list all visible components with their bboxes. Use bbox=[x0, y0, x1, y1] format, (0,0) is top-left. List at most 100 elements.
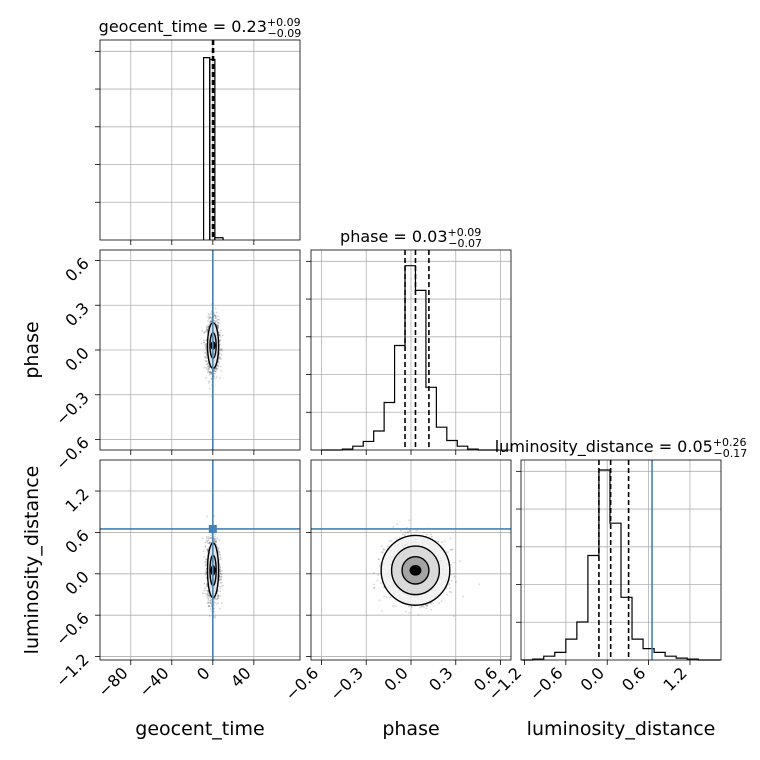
joint-geocent-phase-point-1388 bbox=[209, 371, 212, 373]
joint-phase-ld-point-586 bbox=[416, 529, 418, 532]
diag-geocent-bar-0 bbox=[202, 57, 211, 240]
joint-phase-ld-point-362 bbox=[455, 580, 457, 583]
joint-geocent-phase-point-1322 bbox=[221, 349, 224, 352]
joint-geocent-ld-point-853 bbox=[209, 601, 212, 604]
joint-geocent-phase-point-887 bbox=[219, 356, 222, 359]
joint-phase-ld-point-995 bbox=[425, 607, 427, 610]
joint-phase-ld-point-540 bbox=[373, 583, 376, 586]
joint-geocent-ld-point-737 bbox=[208, 541, 211, 544]
joint-phase-ld-point-274 bbox=[372, 572, 375, 574]
joint-geocent-ld-point-157 bbox=[218, 538, 221, 541]
joint-geocent-ld-point-545 bbox=[207, 605, 210, 608]
joint-geocent-phase-point-43 bbox=[217, 326, 220, 329]
x-axis-label-phase: phase bbox=[382, 718, 439, 740]
joint-geocent-ld-point-573 bbox=[203, 589, 206, 592]
joint-geocent-phase-point-525 bbox=[214, 367, 217, 370]
joint-geocent-ld-point-1315 bbox=[219, 590, 222, 593]
joint-phase-ld-point-745 bbox=[407, 532, 409, 534]
joint-geocent-phase-point-329 bbox=[206, 368, 208, 370]
joint-geocent-phase-point-296 bbox=[210, 320, 213, 322]
joint-phase-ld-point-297 bbox=[383, 595, 385, 598]
joint-geocent-ld-point-228 bbox=[216, 597, 219, 600]
joint-geocent-phase-point-841 bbox=[206, 327, 208, 329]
y-axis-label-luminosity_distance: luminosity_distance bbox=[21, 466, 43, 655]
joint-geocent-ld-point-1341 bbox=[219, 566, 222, 568]
joint-phase-ld-point-441 bbox=[452, 615, 455, 618]
joint-geocent-phase-point-262 bbox=[209, 387, 211, 390]
joint-geocent-phase-point-754 bbox=[214, 315, 216, 317]
joint-geocent-ld-point-932 bbox=[214, 533, 216, 535]
joint-geocent-phase-point-704 bbox=[206, 365, 209, 368]
joint-geocent-phase-point-522 bbox=[210, 395, 213, 398]
joint-phase-ld-point-892 bbox=[450, 563, 452, 566]
joint-geocent-ld-point-576 bbox=[209, 596, 212, 599]
joint-geocent-phase-point-786 bbox=[217, 330, 220, 333]
joint-geocent-ld-point-120 bbox=[220, 585, 223, 587]
joint-geocent-phase-ytick-label-1: −0.3 bbox=[52, 388, 93, 429]
joint-geocent-phase-point-943 bbox=[206, 329, 209, 332]
joint-geocent-ld-point-1104 bbox=[206, 548, 208, 551]
joint-geocent-phase-point-930 bbox=[210, 372, 213, 375]
joint-phase-ld-point-248 bbox=[462, 595, 464, 598]
diag-ld-histogram bbox=[521, 469, 721, 661]
joint-geocent-ld-point-287 bbox=[204, 561, 206, 564]
joint-geocent-ld-point-471 bbox=[219, 566, 221, 569]
joint-geocent-phase-point-1130 bbox=[208, 381, 211, 384]
joint-geocent-phase-point-48 bbox=[214, 370, 217, 372]
joint-geocent-ld-point-1353 bbox=[209, 541, 211, 543]
joint-geocent-phase-ytick-label-2: 0.0 bbox=[61, 343, 92, 374]
joint-phase-ld-point-84 bbox=[408, 530, 411, 533]
joint-geocent-phase-point-98 bbox=[208, 317, 211, 319]
joint-geocent-ld-point-214 bbox=[209, 537, 212, 540]
joint-geocent-phase-point-760 bbox=[215, 369, 218, 371]
joint-geocent-ld-point-587 bbox=[218, 585, 221, 588]
joint-geocent-ld-point-923 bbox=[219, 581, 222, 584]
joint-geocent-ld-point-1287 bbox=[207, 594, 210, 596]
joint-geocent-phase-point-184 bbox=[209, 371, 211, 374]
joint-geocent-phase-point-1100 bbox=[209, 371, 212, 374]
diag-ld-xtick-label-2: 0.0 bbox=[577, 663, 608, 694]
joint-geocent-ld-point-1165 bbox=[208, 601, 210, 604]
joint-geocent-ld-truth-marker bbox=[208, 524, 217, 533]
joint-phase-ld-xtick-label-3: 0.3 bbox=[425, 663, 456, 694]
joint-geocent-phase-point-791 bbox=[207, 320, 209, 323]
joint-phase-ld-point-1215 bbox=[396, 523, 398, 526]
joint-geocent-ld-point-816 bbox=[206, 582, 208, 585]
joint-geocent-phase-point-1061 bbox=[207, 318, 210, 320]
joint-geocent-ld-point-1151 bbox=[204, 558, 207, 561]
joint-geocent-ld-point-484 bbox=[210, 610, 213, 613]
joint-geocent-phase-point-289 bbox=[209, 371, 212, 374]
joint-geocent-phase-point-413 bbox=[216, 325, 219, 327]
joint-geocent-phase-point-237 bbox=[218, 322, 221, 325]
joint-geocent-phase-point-1349 bbox=[219, 347, 221, 349]
joint-geocent-ld-point-455 bbox=[220, 581, 223, 584]
joint-phase-ld-point-377 bbox=[410, 605, 413, 608]
joint-geocent-ld-point-710 bbox=[213, 601, 216, 604]
joint-geocent-phase-point-648 bbox=[207, 364, 210, 367]
joint-geocent-phase-point-1222 bbox=[219, 348, 222, 351]
joint-geocent-ld-point-489 bbox=[209, 601, 212, 603]
joint-phase-ld-point-621 bbox=[430, 535, 433, 538]
diag-geocent-panel bbox=[100, 40, 300, 240]
joint-geocent-phase-point-1054 bbox=[208, 380, 210, 383]
joint-geocent-ld-point-404 bbox=[201, 537, 204, 540]
joint-phase-ld-point-223 bbox=[440, 600, 443, 603]
joint-phase-ld-point-489 bbox=[388, 540, 391, 543]
joint-geocent-phase-point-1202 bbox=[216, 365, 219, 368]
joint-geocent-phase-point-55 bbox=[216, 325, 219, 328]
joint-phase-ld-point-871 bbox=[376, 579, 379, 582]
diag-ld-frame bbox=[520, 459, 722, 661]
joint-geocent-phase-point-279 bbox=[206, 328, 209, 331]
title-phase: phase = 0.03+0.09 −0.07 bbox=[340, 226, 482, 250]
joint-geocent-phase-point-1249 bbox=[213, 376, 216, 378]
joint-phase-ld-point-1362 bbox=[399, 529, 402, 532]
joint-geocent-phase-point-1372 bbox=[217, 324, 219, 327]
joint-geocent-phase-point-1369 bbox=[208, 320, 211, 323]
joint-geocent-ld-point-19 bbox=[202, 550, 205, 552]
joint-phase-ld-point-676 bbox=[448, 587, 451, 589]
joint-geocent-phase-point-189 bbox=[209, 373, 211, 376]
joint-phase-ld-point-530 bbox=[380, 545, 383, 547]
joint-geocent-phase-point-1356 bbox=[205, 347, 208, 349]
joint-geocent-ld-point-585 bbox=[215, 603, 218, 605]
